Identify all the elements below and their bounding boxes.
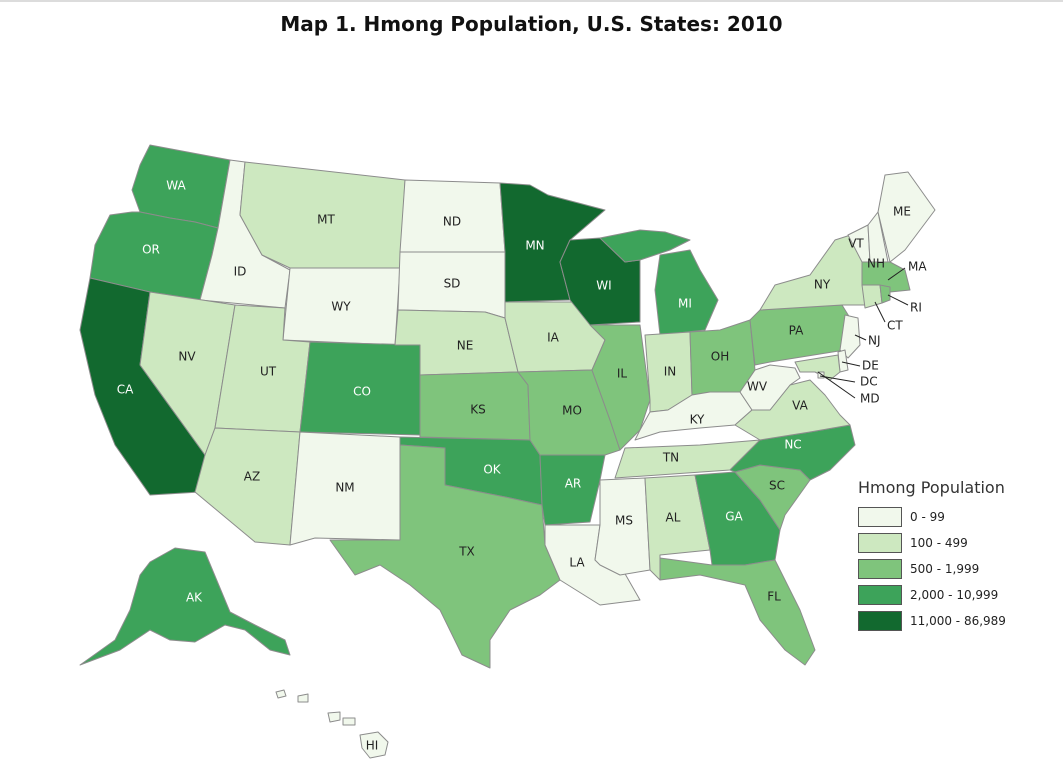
label-TX: TX	[458, 545, 475, 559]
label-MT: MT	[317, 213, 335, 227]
label-TN: TN	[662, 451, 679, 465]
label-GA: GA	[725, 510, 743, 524]
label-ME: ME	[893, 205, 911, 219]
top-border	[0, 0, 1063, 2]
label-OK: OK	[483, 463, 501, 477]
legend-swatch	[858, 507, 902, 527]
legend-item: 11,000 - 86,989	[858, 609, 1006, 633]
label-LA: LA	[569, 556, 585, 570]
legend-swatch	[858, 559, 902, 579]
state-NM[interactable]	[289, 431, 401, 546]
label-AK: AK	[186, 591, 203, 605]
label-WI: WI	[596, 279, 611, 293]
legend-item: 500 - 1,999	[858, 557, 1006, 581]
state-AK[interactable]	[79, 547, 291, 666]
label-FL: FL	[767, 590, 781, 604]
label-NM: NM	[335, 481, 354, 495]
label-NE: NE	[457, 339, 474, 353]
label-NH: NH	[867, 257, 885, 271]
state-WV[interactable]	[739, 364, 801, 411]
label-AR: AR	[565, 477, 582, 491]
label-MS: MS	[615, 514, 633, 528]
label-IN: IN	[664, 365, 677, 379]
label-SD: SD	[444, 277, 461, 291]
label-DE: DE	[862, 359, 879, 373]
label-NJ: NJ	[868, 334, 881, 348]
legend-swatch	[858, 611, 902, 631]
label-MO: MO	[562, 404, 582, 418]
legend-item: 0 - 99	[858, 505, 1006, 529]
legend-item: 2,000 - 10,999	[858, 583, 1006, 607]
label-KS: KS	[470, 403, 486, 417]
label-MD: MD	[860, 392, 880, 406]
map-title: Map 1. Hmong Population, U.S. States: 20…	[280, 12, 783, 36]
state-HI[interactable]	[275, 689, 389, 759]
legend: Hmong Population 0 - 99 100 - 499 500 - …	[858, 478, 1006, 635]
label-CT: CT	[887, 319, 903, 333]
label-IL: IL	[617, 367, 628, 381]
state-TX[interactable]	[329, 444, 561, 669]
state-IL[interactable]	[589, 324, 651, 451]
label-AL: AL	[666, 511, 681, 525]
label-NV: NV	[178, 350, 196, 364]
legend-swatch	[858, 585, 902, 605]
legend-swatch	[858, 533, 902, 553]
label-IA: IA	[547, 331, 560, 345]
label-WV: WV	[747, 380, 768, 394]
label-OR: OR	[142, 243, 160, 257]
state-labels: WA OR CA ID NV MT WY UT AZ CO NM ND SD N…	[117, 179, 928, 753]
label-MN: MN	[525, 239, 544, 253]
label-HI: HI	[366, 739, 379, 753]
label-MA: MA	[908, 260, 927, 274]
legend-label: 500 - 1,999	[910, 562, 980, 576]
label-OH: OH	[711, 350, 729, 364]
label-WY: WY	[331, 300, 351, 314]
label-ND: ND	[443, 215, 461, 229]
label-leaders	[817, 267, 909, 399]
label-SC: SC	[769, 479, 785, 493]
state-NJ[interactable]	[839, 314, 861, 359]
legend-item: 100 - 499	[858, 531, 1006, 555]
legend-title: Hmong Population	[858, 478, 1005, 497]
state-CT[interactable]	[861, 284, 883, 309]
label-KY: KY	[690, 413, 705, 427]
label-WA: WA	[166, 179, 186, 193]
state-MI[interactable]	[599, 229, 719, 336]
state-AZ[interactable]	[194, 427, 301, 546]
label-MI: MI	[678, 297, 692, 311]
state-RI[interactable]	[879, 284, 891, 304]
label-AZ: AZ	[244, 470, 260, 484]
state-FL[interactable]	[659, 557, 816, 666]
label-DC: DC	[860, 375, 878, 389]
label-VA: VA	[792, 399, 808, 413]
label-ID: ID	[234, 265, 247, 279]
legend-label: 2,000 - 10,999	[910, 588, 999, 602]
label-CO: CO	[353, 385, 371, 399]
label-CA: CA	[117, 383, 134, 397]
legend-label: 100 - 499	[910, 536, 968, 550]
label-NY: NY	[814, 278, 831, 292]
label-VT: VT	[848, 237, 864, 251]
label-UT: UT	[260, 365, 277, 379]
label-RI: RI	[910, 301, 922, 315]
state-AR[interactable]	[539, 454, 606, 526]
legend-label: 11,000 - 86,989	[910, 614, 1006, 628]
label-PA: PA	[789, 324, 804, 338]
legend-label: 0 - 99	[910, 510, 945, 524]
label-NC: NC	[784, 438, 801, 452]
